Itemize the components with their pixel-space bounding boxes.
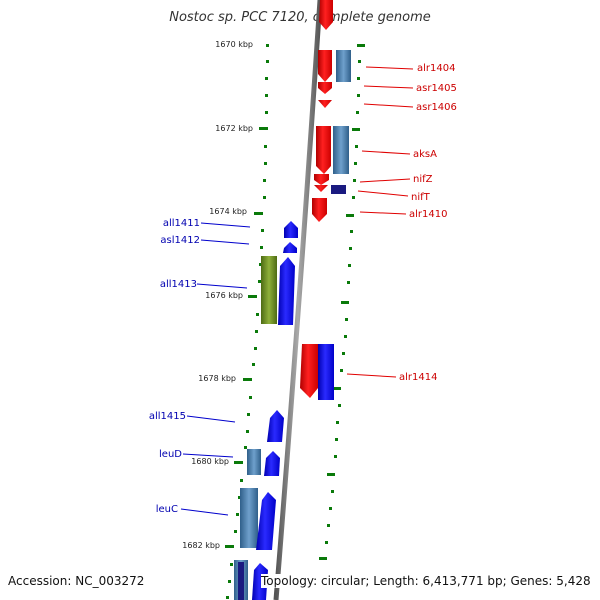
- gene-label-alr1410[interactable]: alr1410: [409, 209, 447, 220]
- leader-lines-reverse: [180, 222, 251, 516]
- gene-arrow-asl1412[interactable]: [283, 242, 297, 253]
- gene-green-all1413[interactable]: [261, 256, 277, 324]
- scale-label-1680: 1680 kbp: [191, 457, 229, 466]
- scale-label-1670: 1670 kbp: [215, 40, 253, 49]
- scale-label-1682: 1682 kbp: [182, 541, 220, 550]
- gene-arrow-leuC[interactable]: [256, 492, 276, 550]
- gene-arrow-all1411[interactable]: [284, 221, 298, 238]
- gene-arrow-aksA[interactable]: [316, 126, 331, 174]
- gene-arrow-asr1405[interactable]: [318, 82, 332, 94]
- gene-arrow-bottom[interactable]: [252, 563, 268, 600]
- gene-label-alr1404[interactable]: alr1404: [417, 63, 455, 74]
- gene-dark-bottom[interactable]: [238, 562, 244, 600]
- gene-outline-alr1404[interactable]: [336, 50, 351, 82]
- gene-label-leuD[interactable]: leuD: [159, 449, 182, 460]
- gene-arrow-top-partial[interactable]: [319, 0, 333, 30]
- gene-arrow-alr1414-blue[interactable]: [318, 344, 334, 400]
- gene-arrow-all1415[interactable]: [267, 410, 284, 442]
- gene-arrow-alr1404[interactable]: [318, 50, 332, 82]
- gene-label-asl1412[interactable]: asl1412: [160, 235, 200, 246]
- gene-label-all1415[interactable]: all1415: [149, 411, 186, 422]
- gene-dark-nifT[interactable]: [331, 185, 346, 194]
- gene-arrow-asr1406[interactable]: [318, 100, 332, 108]
- scale-label-1678: 1678 kbp: [198, 374, 236, 383]
- gene-label-aksA[interactable]: aksA: [413, 149, 437, 160]
- accession-text: Accession: NC_003272: [8, 574, 145, 588]
- scale-label-1672: 1672 kbp: [215, 124, 253, 133]
- gene-outline-leuD[interactable]: [247, 449, 261, 475]
- gene-arrow-nifZ[interactable]: [314, 174, 329, 185]
- gene-label-alr1414[interactable]: alr1414: [399, 372, 437, 383]
- genome-title: Nostoc sp. PCC 7120, complete genome: [169, 10, 431, 25]
- gene-outline-leuC[interactable]: [240, 488, 258, 548]
- genome-axis: [273, 0, 323, 600]
- gene-arrow-all1413[interactable]: [278, 257, 295, 325]
- gene-arrow-alr1414[interactable]: [300, 344, 318, 398]
- leader-lines-forward: [346, 66, 414, 378]
- gene-label-nifZ[interactable]: nifZ: [413, 174, 433, 185]
- gene-outline-aksA[interactable]: [333, 126, 349, 174]
- gene-arrow-nifT[interactable]: [314, 185, 328, 192]
- gene-label-all1411[interactable]: all1411: [163, 218, 200, 229]
- scale-label-1674: 1674 kbp: [209, 207, 247, 216]
- gene-label-leuC[interactable]: leuC: [156, 504, 178, 515]
- topology-text: Topology: circular; Length: 6,413,771 bp…: [261, 574, 591, 588]
- gene-label-asr1406[interactable]: asr1406: [416, 102, 457, 113]
- gene-label-nifT[interactable]: nifT: [411, 192, 431, 203]
- gene-arrow-alr1410[interactable]: [312, 198, 327, 222]
- right-tick-marks: [319, 44, 365, 560]
- gene-label-all1413[interactable]: all1413: [160, 279, 197, 290]
- gene-arrow-leuD[interactable]: [264, 451, 280, 476]
- gene-label-asr1405[interactable]: asr1405: [416, 83, 457, 94]
- scale-label-1676: 1676 kbp: [205, 291, 243, 300]
- left-tick-marks: [225, 44, 269, 599]
